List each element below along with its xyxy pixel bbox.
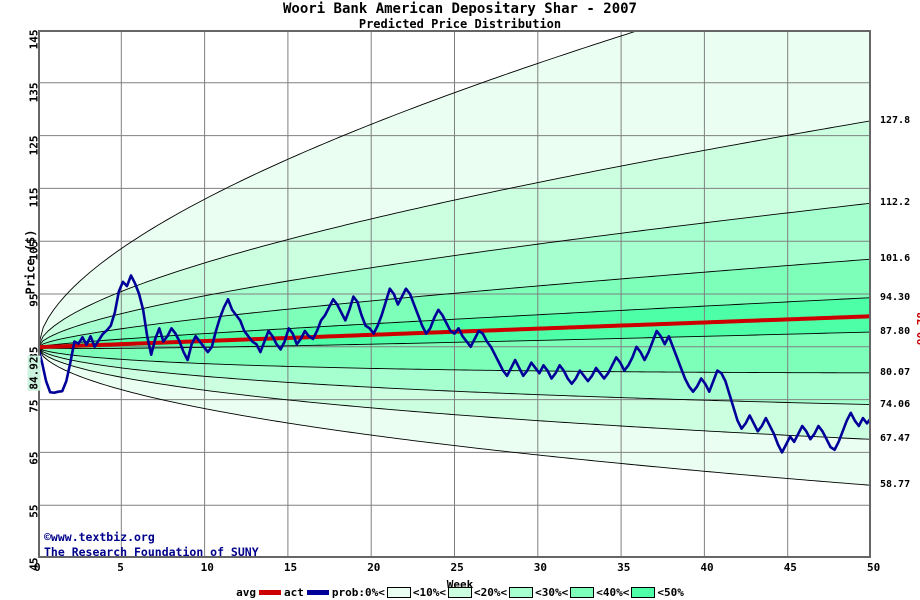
- right-value-label: 87.80: [880, 326, 911, 338]
- band-edge-upper: [38, 30, 642, 348]
- y-tick-label: 125: [27, 135, 41, 155]
- x-tick-label: 5: [117, 561, 124, 574]
- legend-band-label-0: <10%<: [412, 585, 446, 599]
- legend-band-label-1: <20%<: [473, 585, 508, 599]
- legend-band-swatch-0: [386, 586, 411, 598]
- credit-line-2: The Research Foundation of SUNY: [44, 545, 259, 559]
- plot-area: [38, 30, 871, 558]
- legend-act-swatch: [306, 589, 329, 595]
- right-value-label: 67.47: [880, 433, 911, 445]
- avg-end-label: 90.78: [915, 312, 920, 346]
- right-value-label: 112.2: [880, 197, 911, 209]
- x-tick-label: 50: [867, 561, 881, 574]
- right-value-label: 58.77: [880, 479, 911, 491]
- plot-frame: [38, 30, 871, 558]
- x-tick-label: 10: [200, 561, 214, 574]
- legend-act-label: act: [284, 585, 304, 599]
- legend-band-label-2: <30%<: [535, 585, 569, 599]
- y-tick-label: 65: [27, 451, 41, 466]
- band-edge-upper: [38, 202, 871, 348]
- x-tick-label: 40: [700, 561, 714, 574]
- legend-prob-label: prob:0%<: [331, 585, 385, 599]
- x-tick-label: 20: [367, 561, 381, 574]
- band-edge-lower: [38, 331, 871, 349]
- legend-band-label-3: <40%<: [596, 585, 630, 599]
- legend-band-swatch-3: [570, 586, 595, 598]
- actual-price-line: [38, 274, 871, 454]
- right-value-label: 101.6: [880, 253, 911, 265]
- band-edge-lower: [38, 346, 871, 374]
- gridlines: [38, 30, 871, 558]
- x-tick-label: 0: [34, 561, 41, 574]
- y-tick-label: 105: [27, 240, 41, 261]
- right-value-label: 80.07: [880, 366, 911, 378]
- y-tick-label: 95: [27, 293, 41, 307]
- legend-avg-label: avg: [236, 585, 256, 599]
- credit-line-1: ©www.textbiz.org: [44, 530, 155, 544]
- price-distribution-chart: [38, 30, 871, 558]
- chart-subtitle: Predicted Price Distribution: [358, 17, 562, 31]
- chart-legend: avg act prob:0%< <10%< <20%< <30%< <40%< <50%: [0, 585, 920, 599]
- credit-text: ©www.textbiz.org The Research Foundation…: [44, 530, 259, 560]
- start-price-label: 84.92: [27, 355, 41, 391]
- right-value-label: 74.06: [880, 398, 911, 410]
- y-tick-label: 145: [27, 29, 41, 50]
- x-tick-label: 15: [283, 561, 298, 574]
- legend-band-label-4: <50%: [657, 585, 684, 599]
- y-tick-label: 55: [27, 504, 41, 518]
- band-edge-upper: [38, 120, 871, 348]
- legend-band-swatch-1: [447, 586, 472, 598]
- legend-avg-swatch: [259, 589, 281, 595]
- band-edge-upper: [38, 258, 871, 348]
- x-tick-label: 35: [617, 561, 631, 574]
- x-tick-label: 45: [783, 561, 797, 574]
- legend-band-swatch-2: [509, 586, 534, 598]
- y-tick-label: 75: [27, 399, 41, 413]
- y-tick-label: 115: [27, 187, 41, 208]
- legend-band-swatch-4: [631, 586, 656, 598]
- right-value-label: 94.30: [880, 291, 911, 303]
- page-title: Woori Bank American Depositary Shar - 20…: [282, 1, 637, 17]
- y-tick-label: 135: [27, 82, 41, 103]
- band-edge-lower: [38, 346, 871, 486]
- band-edge-lower: [38, 346, 871, 440]
- right-value-label: 127.8: [880, 114, 911, 126]
- x-tick-label: 30: [533, 561, 548, 574]
- x-tick-label: 25: [450, 561, 464, 574]
